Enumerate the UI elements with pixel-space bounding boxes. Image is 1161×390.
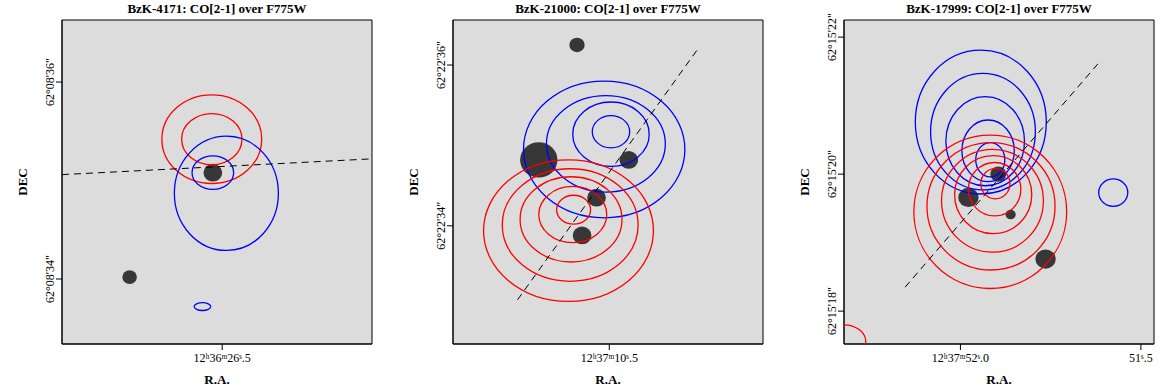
- svg-text:62°15'20": 62°15'20": [825, 150, 839, 198]
- svg-text:51ˢ.5: 51ˢ.5: [1129, 351, 1153, 365]
- svg-text:62°22'36": 62°22'36": [434, 41, 448, 89]
- svg-text:62°08'36": 62°08'36": [43, 58, 57, 106]
- svg-text:62°15'18": 62°15'18": [825, 287, 839, 335]
- svg-text:DEC: DEC: [797, 168, 812, 195]
- svg-text:R.A.: R.A.: [204, 372, 229, 387]
- html-text:BzK-17999: CO[2-1] over F775W: BzK-17999: CO[2-1] over F775W: [906, 1, 1092, 16]
- svg-text:R.A.: R.A.: [595, 372, 620, 387]
- svg-text:DEC: DEC: [15, 168, 30, 195]
- svg-text:12ʰ37ᵐ10ˢ.5: 12ʰ37ᵐ10ˢ.5: [581, 351, 638, 365]
- svg-text:62°08'34": 62°08'34": [43, 255, 57, 303]
- svg-text:R.A.: R.A.: [986, 372, 1011, 387]
- svg-text:12ʰ36ᵐ26ˢ.5: 12ʰ36ᵐ26ˢ.5: [194, 351, 251, 365]
- svg-text:62°22'34": 62°22'34": [434, 202, 448, 250]
- html-text:BzK-4171: CO[2-1] over F775W: BzK-4171: CO[2-1] over F775W: [127, 1, 307, 16]
- svg-text:12ʰ37ᵐ52ˢ.0: 12ʰ37ᵐ52ˢ.0: [932, 351, 989, 365]
- svg-text:DEC: DEC: [406, 168, 421, 195]
- svg-text:62°15'22": 62°15'22": [825, 13, 839, 61]
- html-text:BzK-21000: CO[2-1] over F775W: BzK-21000: CO[2-1] over F775W: [515, 1, 701, 16]
